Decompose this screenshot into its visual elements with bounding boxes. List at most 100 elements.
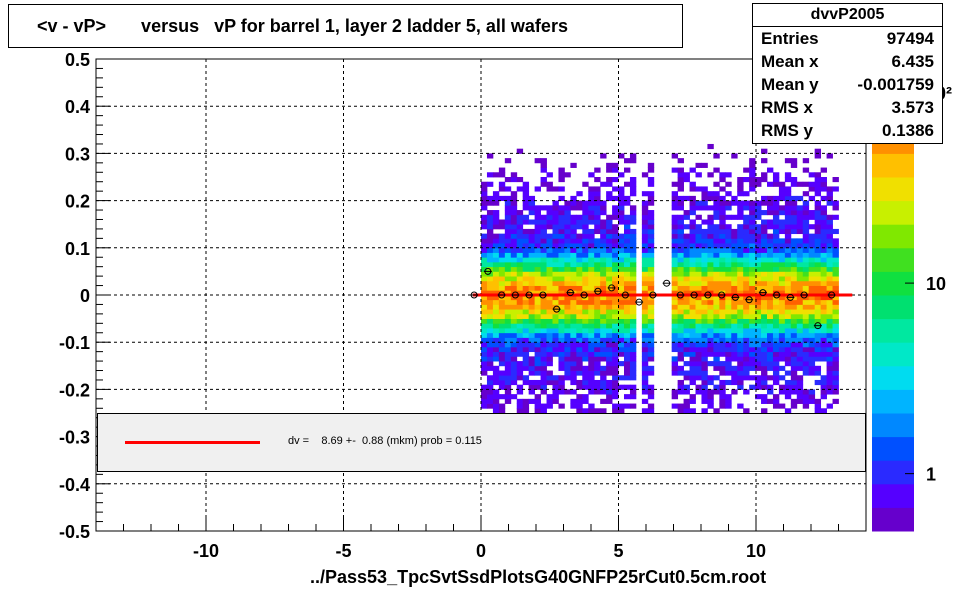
heatmap-cell — [522, 408, 530, 414]
heatmap-cell — [761, 394, 768, 400]
y-tick-label: 0.3 — [65, 144, 90, 164]
heatmap-cell — [689, 379, 696, 386]
heatmap-cell — [498, 243, 506, 249]
heatmap-cell — [671, 191, 679, 197]
heatmap-cell — [772, 323, 780, 329]
heatmap-cell — [600, 276, 607, 282]
heatmap-cell — [612, 295, 619, 301]
heatmap-cell — [814, 379, 822, 386]
heatmap-cell — [808, 247, 816, 253]
heatmap-cell — [647, 304, 655, 310]
heatmap-cell — [504, 318, 512, 324]
heatmap-cell — [832, 252, 839, 258]
heatmap-cell — [481, 266, 488, 272]
heatmap-cell — [772, 261, 780, 268]
heatmap-cell — [624, 181, 631, 187]
heatmap-cell — [808, 299, 816, 305]
heatmap-cell — [796, 299, 804, 305]
heatmap-cell — [600, 290, 607, 296]
heatmap-cell — [832, 186, 839, 192]
heatmap-cell — [707, 346, 714, 353]
heatmap-cell — [588, 328, 595, 334]
heatmap-cell — [767, 280, 774, 286]
heatmap-cell — [558, 361, 565, 367]
heatmap-cell — [707, 238, 714, 244]
heatmap-cell — [552, 210, 559, 216]
heatmap-cell — [761, 252, 768, 258]
heatmap-cell — [749, 247, 756, 253]
heatmap-cell — [725, 356, 732, 362]
heatmap-cell — [504, 238, 512, 244]
heatmap-cell — [701, 328, 708, 334]
heatmap-cell — [558, 309, 565, 315]
heatmap-cell — [516, 328, 524, 334]
heatmap-cell — [784, 224, 792, 230]
heatmap-cell — [826, 361, 833, 367]
heatmap-cell — [576, 290, 583, 296]
heatmap-cell — [594, 328, 601, 334]
heatmap-cell — [778, 309, 786, 315]
heatmap-cell — [540, 167, 547, 173]
heatmap-cell — [528, 318, 536, 324]
heatmap-cell — [492, 295, 500, 301]
heatmap-cell — [802, 299, 810, 305]
heatmap-cell — [761, 332, 768, 338]
heatmap-cell — [516, 361, 524, 367]
heatmap-cell — [749, 243, 756, 249]
heatmap-cell — [486, 309, 494, 315]
heatmap-cell — [612, 328, 619, 334]
heatmap-cell — [731, 342, 738, 348]
heatmap-cell — [564, 233, 571, 239]
heatmap-cell — [826, 328, 833, 334]
heatmap-cell — [725, 266, 732, 272]
heatmap-cell — [802, 323, 810, 329]
heatmap-cell — [492, 276, 500, 282]
heatmap-cell — [600, 379, 607, 386]
heatmap-cell — [790, 252, 798, 258]
heatmap-cell — [737, 252, 744, 258]
heatmap-cell — [761, 408, 768, 414]
heatmap-cell — [772, 403, 780, 409]
heatmap-cell — [671, 323, 679, 329]
heatmap-cell — [629, 290, 637, 296]
heatmap-cell — [540, 285, 547, 291]
heatmap-cell — [707, 394, 714, 400]
heatmap-cell — [540, 177, 547, 183]
heatmap-cell — [576, 295, 583, 301]
heatmap-cell — [761, 224, 768, 230]
heatmap-cell — [796, 205, 804, 211]
heatmap-cell — [802, 210, 810, 216]
heatmap-cell — [701, 379, 708, 386]
heatmap-cell — [743, 389, 750, 395]
profile-point — [580, 291, 588, 299]
heatmap-cell — [707, 379, 714, 386]
heatmap-cell — [594, 247, 601, 253]
heatmap-cell — [695, 280, 702, 286]
heatmap-cell — [677, 389, 684, 395]
heatmap-cell — [796, 210, 804, 216]
heatmap-cell — [624, 200, 631, 206]
heatmap-cell — [534, 252, 541, 258]
heatmap-cell — [629, 351, 637, 357]
heatmap-cell — [624, 346, 631, 353]
heatmap-cell — [671, 238, 679, 244]
heatmap-cell — [528, 257, 536, 263]
heatmap-cell — [612, 365, 619, 371]
heatmap-cell — [695, 205, 702, 211]
heatmap-cell — [570, 247, 577, 253]
heatmap-cell — [713, 153, 720, 159]
heatmap-cell — [564, 365, 571, 371]
heatmap-cell — [713, 243, 720, 249]
heatmap-cell — [546, 276, 553, 282]
heatmap-cell — [737, 238, 744, 244]
heatmap-cell — [737, 379, 744, 386]
heatmap-cell — [624, 276, 631, 282]
heatmap-cell — [707, 313, 714, 319]
heatmap-cell — [701, 389, 708, 395]
heatmap-cell — [671, 247, 679, 253]
heatmap-cell — [719, 389, 726, 395]
heatmap-cell — [808, 342, 816, 348]
heatmap-cell — [504, 323, 512, 329]
heatmap-cell — [677, 247, 684, 253]
heatmap-cell — [713, 233, 720, 239]
